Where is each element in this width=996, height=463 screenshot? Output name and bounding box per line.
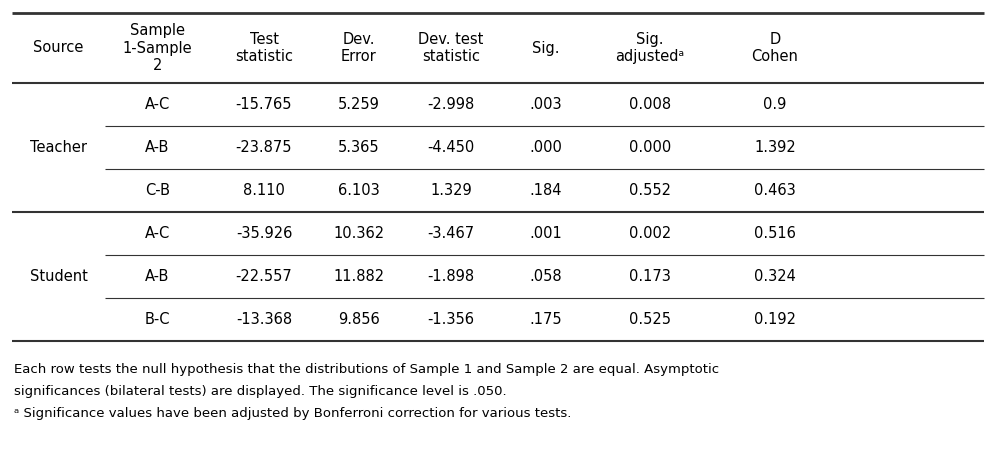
Text: 0.173: 0.173 [629, 269, 671, 284]
Text: Sig.: Sig. [532, 40, 560, 56]
Text: 0.000: 0.000 [628, 140, 671, 155]
Text: Teacher: Teacher [30, 140, 87, 155]
Text: .001: .001 [530, 226, 563, 241]
Text: -1.356: -1.356 [427, 312, 474, 327]
Text: Student: Student [30, 269, 88, 284]
Text: -3.467: -3.467 [427, 226, 474, 241]
Text: .058: .058 [530, 269, 563, 284]
Text: 1.392: 1.392 [754, 140, 796, 155]
Text: 10.362: 10.362 [334, 226, 384, 241]
Text: -13.368: -13.368 [236, 312, 292, 327]
Text: 6.103: 6.103 [338, 183, 379, 198]
Text: .003: .003 [530, 97, 563, 112]
Text: 0.9: 0.9 [763, 97, 787, 112]
Text: 0.008: 0.008 [628, 97, 671, 112]
Text: 0.525: 0.525 [629, 312, 671, 327]
Text: 8.110: 8.110 [243, 183, 285, 198]
Text: -22.557: -22.557 [236, 269, 293, 284]
Text: A-B: A-B [145, 269, 169, 284]
Text: Sample
1-Sample
2: Sample 1-Sample 2 [123, 23, 192, 73]
Text: -23.875: -23.875 [236, 140, 292, 155]
Text: Test
statistic: Test statistic [235, 32, 293, 64]
Text: 5.365: 5.365 [339, 140, 379, 155]
Text: -4.450: -4.450 [427, 140, 475, 155]
Text: 0.463: 0.463 [754, 183, 796, 198]
Text: 5.259: 5.259 [338, 97, 379, 112]
Text: Dev. test
statistic: Dev. test statistic [418, 32, 484, 64]
Text: -35.926: -35.926 [236, 226, 292, 241]
Text: .175: .175 [530, 312, 563, 327]
Text: .184: .184 [530, 183, 563, 198]
Text: 0.552: 0.552 [629, 183, 671, 198]
Text: 11.882: 11.882 [334, 269, 384, 284]
Text: .000: .000 [530, 140, 563, 155]
Text: 1.329: 1.329 [430, 183, 472, 198]
Text: C-B: C-B [145, 183, 170, 198]
Text: 0.002: 0.002 [628, 226, 671, 241]
Text: Sig.
adjustedᵃ: Sig. adjustedᵃ [616, 32, 684, 64]
Text: 9.856: 9.856 [338, 312, 379, 327]
Text: 0.516: 0.516 [754, 226, 796, 241]
Text: 0.192: 0.192 [754, 312, 796, 327]
Text: significances (bilateral tests) are displayed. The significance level is .050.: significances (bilateral tests) are disp… [14, 384, 507, 398]
Text: Dev.
Error: Dev. Error [341, 32, 376, 64]
Text: D
Cohen: D Cohen [752, 32, 799, 64]
Text: Source: Source [33, 40, 84, 56]
Text: B-C: B-C [144, 312, 170, 327]
Text: A-C: A-C [144, 97, 170, 112]
Text: -1.898: -1.898 [427, 269, 474, 284]
Text: 0.324: 0.324 [754, 269, 796, 284]
Text: A-B: A-B [145, 140, 169, 155]
Text: A-C: A-C [144, 226, 170, 241]
Text: ᵃ Significance values have been adjusted by Bonferroni correction for various te: ᵃ Significance values have been adjusted… [14, 407, 572, 419]
Text: Each row tests the null hypothesis that the distributions of Sample 1 and Sample: Each row tests the null hypothesis that … [14, 363, 719, 375]
Text: -15.765: -15.765 [236, 97, 292, 112]
Text: -2.998: -2.998 [427, 97, 475, 112]
